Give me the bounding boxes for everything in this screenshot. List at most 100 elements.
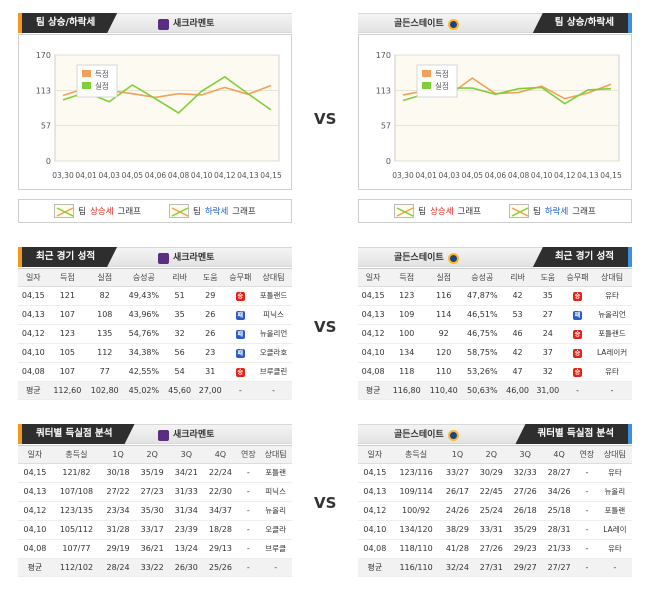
- opponent-cell: LA레이: [597, 520, 632, 540]
- table-cell: 108: [86, 305, 124, 325]
- legend-label: 득점: [95, 69, 109, 79]
- opponent-cell: 뉴올리언: [255, 324, 292, 344]
- table-cell: 109/114: [391, 482, 441, 502]
- loss-badge: 패: [235, 348, 245, 358]
- table-cell: 04,12: [358, 501, 392, 521]
- column-header: 실점: [425, 269, 463, 287]
- table-row: 04,13 107/108 27/22 27/23 31/33 22/30- 피닉스: [18, 482, 292, 502]
- average-cell: 29/27: [508, 558, 543, 577]
- table-cell: 58,75%: [462, 343, 503, 363]
- column-header: 승무패: [225, 269, 256, 287]
- x-tick-label: 04,13: [577, 171, 599, 180]
- table-cell: 109: [388, 305, 426, 325]
- table-header-row: 일자 득점 실점 승성공 리바 도움 승무패 상대팀: [18, 269, 292, 287]
- result-cell: 패: [225, 324, 256, 344]
- opponent-cell: 오클라호: [255, 343, 292, 363]
- opponent-cell: 유타: [597, 539, 632, 559]
- trend-left-panel: 팀 상승/하락세 새크라멘토: [18, 13, 292, 33]
- table-row: 04,12 100/92 24/26 25/24 26/18 25/18- 포틀랜: [358, 501, 632, 521]
- column-header: 연장: [237, 446, 260, 464]
- average-cell: 25/26: [203, 558, 238, 577]
- legend-down-label: 하락세: [204, 207, 229, 217]
- legend-bar-right: 팀 상승세 그래프 팀 하락세 그래프: [358, 199, 632, 223]
- table-row: 04,08 107/77 29/19 36/21 13/24 29/13- 브루클: [18, 539, 292, 559]
- win-badge: 승: [573, 367, 582, 377]
- loss-badge: 패: [573, 310, 582, 320]
- x-tick-label: 04,05: [462, 171, 484, 180]
- average-cell: 33/22: [135, 558, 170, 577]
- legend-label: 실점: [435, 81, 449, 91]
- loss-badge: 패: [235, 310, 245, 320]
- recent-left-panel: 최근 경기 성적 새크라멘토: [18, 247, 292, 267]
- table-cell: 33/27: [440, 463, 475, 483]
- opponent-cell: 포틀랜드: [592, 324, 632, 344]
- average-cell: -: [255, 381, 292, 400]
- average-cell: 46,00: [502, 381, 533, 400]
- legend-prefix: 팀: [533, 207, 541, 217]
- table-cell: 04,13: [18, 305, 49, 325]
- table-row: 04,15 123 116 47,87% 42 35 승 유타: [358, 286, 632, 306]
- legend-down: 팀 하락세 그래프: [169, 204, 256, 218]
- legend-swatch: [82, 70, 91, 77]
- legend-bar-left: 팀 상승세 그래프 팀 하락세 그래프: [18, 199, 292, 223]
- table-cell: 35: [164, 305, 195, 325]
- table-cell: 42: [502, 343, 533, 363]
- table-cell: 22/30: [203, 482, 238, 502]
- table-row: 04,12 123/135 23/34 35/30 31/34 34/37- 뉴올리: [18, 501, 292, 521]
- legend-up-label: 상승세: [90, 207, 114, 217]
- table-row: 04,13 107 108 43,96% 35 26 패 피닉스: [18, 305, 292, 325]
- column-header: 승성공: [123, 269, 165, 287]
- table-cell: 107: [48, 362, 87, 382]
- result-cell: 패: [225, 305, 256, 325]
- quarter-left-table: 일자 총득실 1Q 2Q 3Q 4Q 연장 상대팀 04,15 121/82 30/18 35/19 3…: [18, 445, 292, 577]
- opponent-cell: 포틀랜: [597, 501, 632, 521]
- x-tick-label: 03,30: [392, 171, 414, 180]
- table-cell: -: [576, 463, 598, 483]
- table-row: 04,10 134/120 38/29 33/31 35/29 28/31- LA레이: [358, 520, 632, 540]
- column-header: 승무패: [562, 269, 593, 287]
- table-cell: 23/39: [169, 520, 204, 540]
- average-cell: 평균: [18, 558, 52, 577]
- trend-chart-right: 0 57 113 170 03,30 04,01 04,03 04,05 04,06 04,08 0…: [358, 34, 632, 190]
- recent-left-tab: 최근 경기 성적: [18, 247, 117, 267]
- average-cell: 102,80: [86, 381, 124, 400]
- opponent-cell: 오클라: [259, 520, 292, 540]
- table-row: 04,13 109 114 46,51% 53 27 패 뉴올리언: [358, 305, 632, 325]
- table-cell: 29/23: [508, 539, 543, 559]
- column-header: 리바: [502, 269, 533, 287]
- table-cell: 04,10: [358, 520, 392, 540]
- average-cell: 112,60: [48, 381, 87, 400]
- table-row: 04,12 100 92 46,75% 46 24 승 포틀랜드: [358, 324, 632, 344]
- column-header: 3Q: [169, 446, 204, 464]
- warriors-logo-icon: [447, 429, 459, 441]
- win-badge: 승: [235, 291, 245, 301]
- table-header-row: 일자 득점 실점 승성공 리바 도움 승무패 상대팀: [358, 269, 632, 287]
- table-row: 04,12 123 135 54,76% 32 26 패 뉴올리언: [18, 324, 292, 344]
- quarter-right-team: 골든스테이트: [394, 425, 459, 445]
- table-cell: 23: [194, 343, 226, 363]
- team-name: 골든스테이트: [394, 430, 444, 440]
- opponent-cell: 유타: [597, 463, 632, 483]
- table-cell: 29: [194, 286, 226, 306]
- x-tick-label: 04,06: [145, 171, 167, 180]
- x-tick-label: 04,06: [485, 171, 507, 180]
- quarter-right-header: 골든스테이트 쿼터별 득실점 분석: [358, 424, 632, 444]
- legend-prefix: 팀: [193, 207, 201, 217]
- average-cell: 평균: [358, 381, 389, 400]
- table-cell: 56: [164, 343, 195, 363]
- table-cell: 34/21: [169, 463, 204, 483]
- table-cell: 31/33: [169, 482, 204, 502]
- average-cell: 32/24: [440, 558, 475, 577]
- table-cell: 121/82: [51, 463, 102, 483]
- legend-suffix: 그래프: [117, 207, 141, 217]
- table-cell: 27: [532, 305, 563, 325]
- quarter-right-table: 일자 총득실 1Q 2Q 3Q 4Q 연장 상대팀 04,15 123/116 33/27 30/29…: [358, 445, 632, 577]
- trend-right-panel: 골든스테이트 팀 상승/하락세: [358, 13, 632, 33]
- y-tick-label: 57: [41, 121, 51, 130]
- table-cell: 107/108: [51, 482, 102, 502]
- opponent-cell: 뉴올리: [597, 482, 632, 502]
- opponent-cell: 피닉스: [255, 305, 292, 325]
- table-cell: 04,08: [18, 539, 52, 559]
- vs-label-3: VS: [314, 494, 337, 512]
